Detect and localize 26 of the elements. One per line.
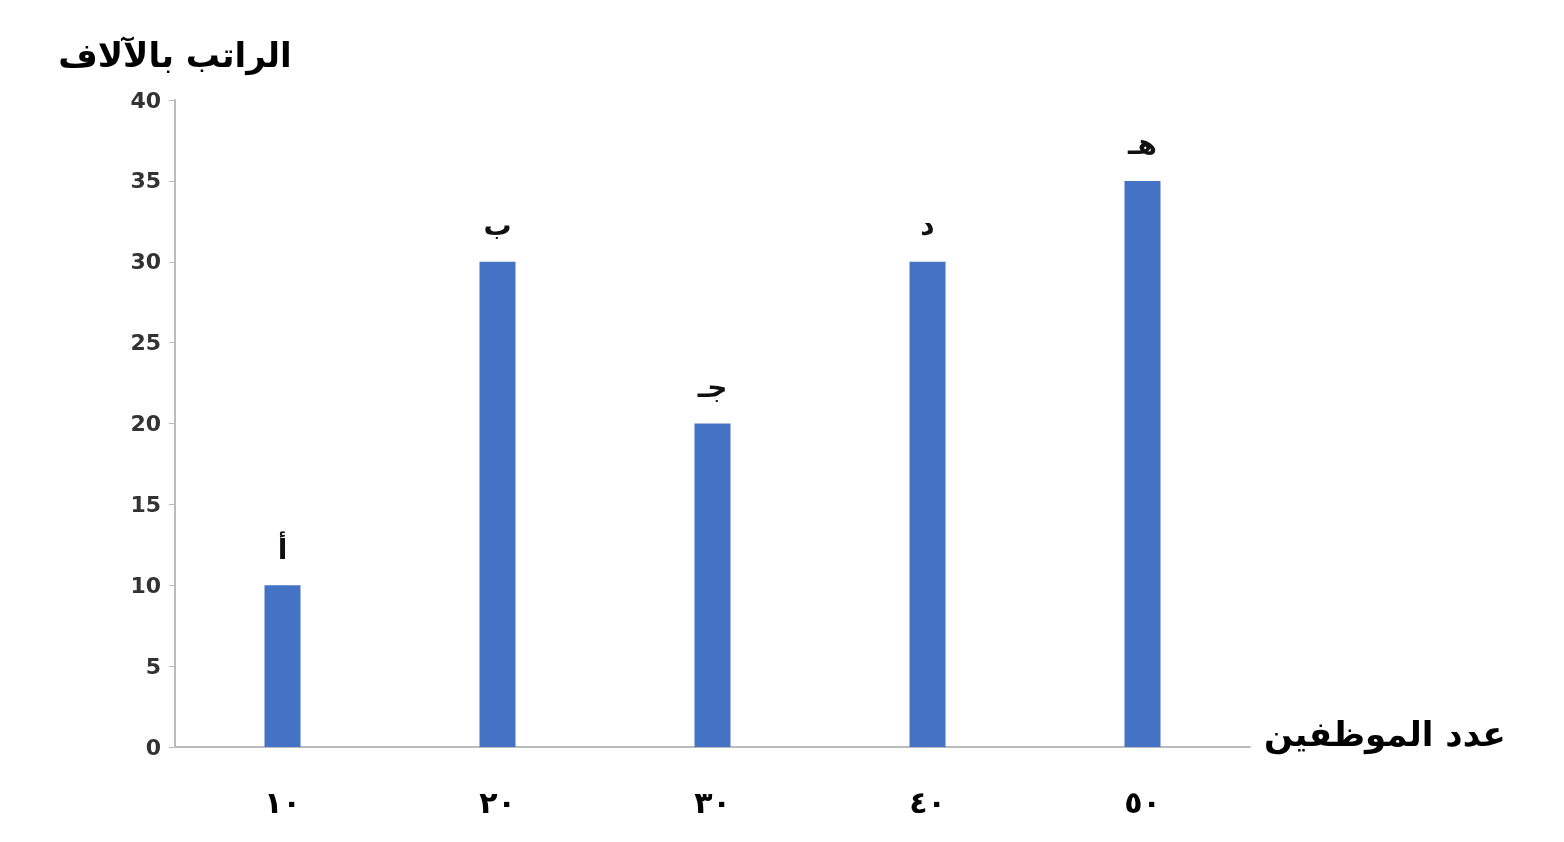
y-tick-label: 15 [130,491,161,517]
annotation: د [920,209,935,243]
bar [694,423,731,747]
bar [909,261,946,747]
y-tick-label: 0 [145,734,161,760]
y-axis-title: الراتب بالآلاف [58,35,292,76]
bar [1124,180,1161,747]
x-tick-label: ٤٠ [909,784,946,820]
x-tick-label: ١٠ [264,784,301,820]
y-tick-label: 10 [130,572,161,598]
y-tick-label: 40 [130,87,161,113]
y-tick-label: 5 [145,653,161,679]
x-tick-label: ٥٠ [1124,784,1161,820]
y-tick-label: 30 [130,249,161,275]
bar [479,261,516,747]
x-tick-label: ٢٠ [479,784,516,820]
x-tick-label: ٣٠ [694,784,731,820]
y-tick-label: 20 [130,411,161,436]
annotation: جـ [696,371,728,404]
annotation: ب [483,209,512,243]
y-tick-label: 35 [130,168,161,194]
annotation: أ [277,530,288,566]
annotation: هـ [1127,128,1157,162]
bar [264,585,301,747]
y-tick-label: 25 [130,330,161,356]
x-axis-title: عدد الموظفين [1264,714,1506,755]
